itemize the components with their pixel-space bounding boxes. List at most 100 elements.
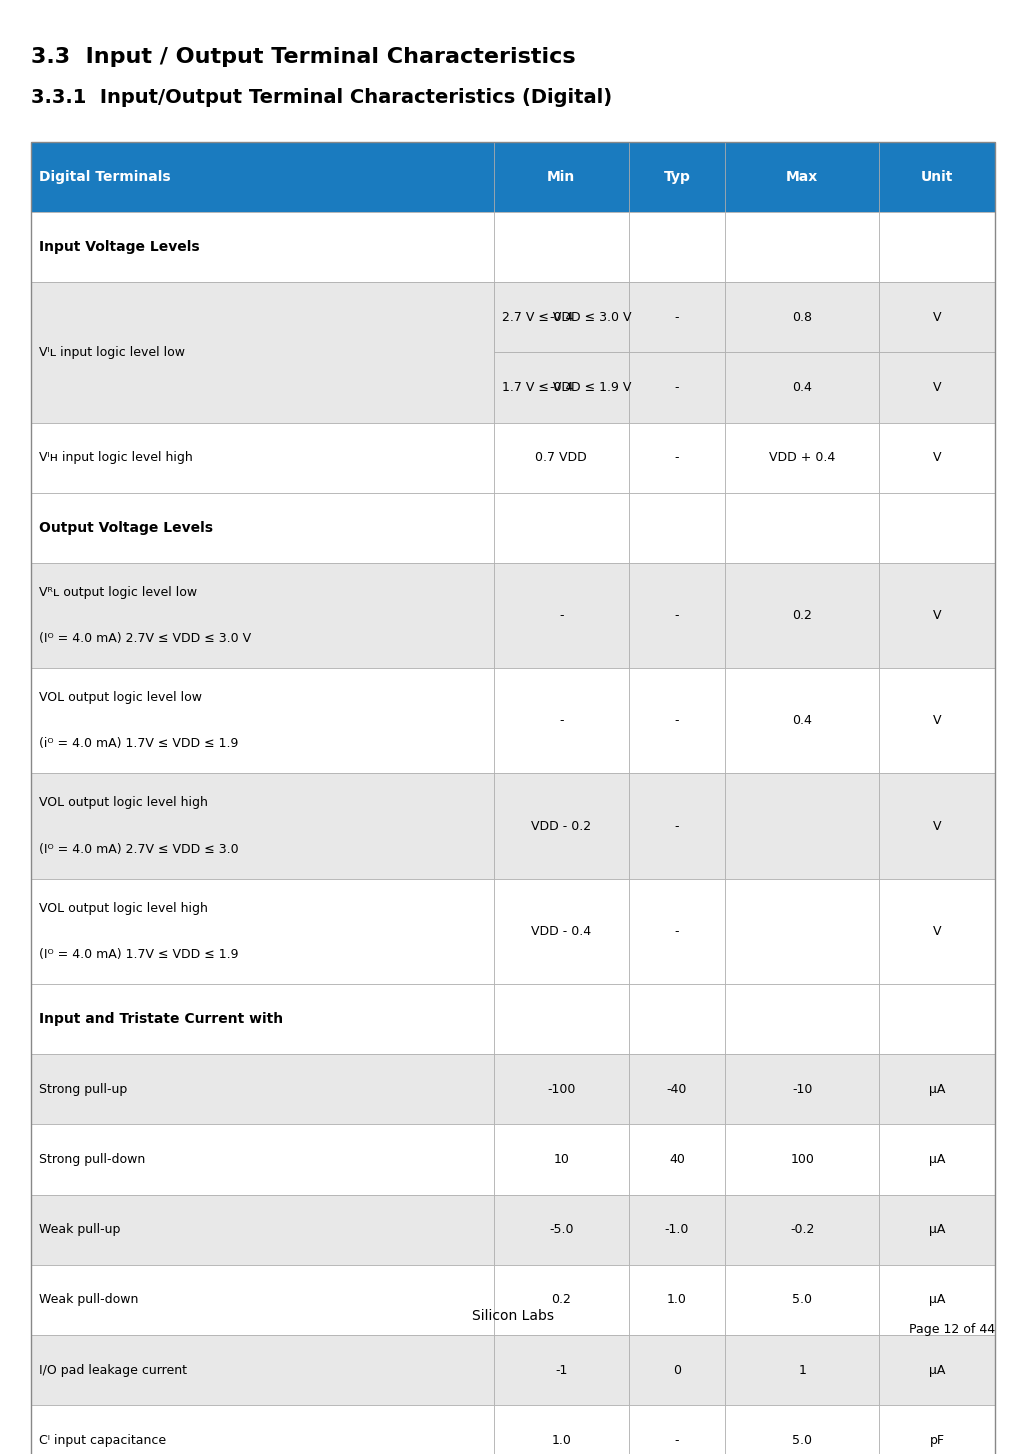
Bar <box>879 1405 995 1454</box>
Text: V: V <box>933 609 942 622</box>
Bar <box>31 493 494 563</box>
Text: VOL output logic level high: VOL output logic level high <box>39 797 208 810</box>
Text: Max: Max <box>786 170 819 183</box>
Bar <box>31 1124 494 1195</box>
Bar <box>629 212 725 282</box>
Text: μA: μA <box>930 1364 946 1377</box>
Bar <box>725 1405 879 1454</box>
Bar <box>879 669 995 774</box>
Bar <box>31 141 494 212</box>
Bar <box>31 1335 494 1405</box>
Bar <box>629 352 725 423</box>
Text: 0.8: 0.8 <box>792 311 813 324</box>
Bar <box>879 141 995 212</box>
Bar <box>31 212 494 282</box>
Bar <box>494 352 629 423</box>
Text: -: - <box>675 820 679 833</box>
Bar <box>494 878 629 984</box>
Bar <box>725 282 879 352</box>
Text: 10: 10 <box>553 1153 569 1166</box>
Text: -0.4: -0.4 <box>549 381 574 394</box>
Text: VOL output logic level high: VOL output logic level high <box>39 901 208 915</box>
Bar <box>31 984 494 1054</box>
Text: I/O pad leakage current: I/O pad leakage current <box>39 1364 187 1377</box>
Bar <box>725 1265 879 1335</box>
Text: (Iᴼ = 4.0 mA) 1.7V ≤ VDD ≤ 1.9: (Iᴼ = 4.0 mA) 1.7V ≤ VDD ≤ 1.9 <box>39 948 238 961</box>
Bar <box>494 1195 629 1265</box>
Text: 0.4: 0.4 <box>792 714 813 727</box>
Text: Min: Min <box>547 170 576 183</box>
Text: Unit: Unit <box>921 170 953 183</box>
Bar <box>629 282 725 352</box>
Bar <box>725 1124 879 1195</box>
Text: Weak pull-down: Weak pull-down <box>39 1294 139 1307</box>
Bar <box>31 1054 494 1124</box>
Text: μA: μA <box>930 1294 946 1307</box>
Bar <box>629 1195 725 1265</box>
Text: -: - <box>675 714 679 727</box>
Bar <box>31 423 494 493</box>
Bar <box>31 282 494 352</box>
Bar <box>879 282 995 352</box>
Text: VDD + 0.4: VDD + 0.4 <box>770 451 835 464</box>
Text: 100: 100 <box>790 1153 815 1166</box>
Bar <box>31 1195 494 1265</box>
Bar <box>629 563 725 669</box>
Bar <box>31 563 494 669</box>
Bar <box>629 878 725 984</box>
Bar <box>725 1195 879 1265</box>
Text: 40: 40 <box>669 1153 685 1166</box>
Bar <box>629 1124 725 1195</box>
Text: -5.0: -5.0 <box>549 1223 574 1236</box>
Bar <box>494 1265 629 1335</box>
Bar <box>879 984 995 1054</box>
Text: -1.0: -1.0 <box>665 1223 689 1236</box>
Text: Output Voltage Levels: Output Voltage Levels <box>39 521 213 535</box>
Text: VDD - 0.2: VDD - 0.2 <box>531 820 591 833</box>
Bar <box>494 1405 629 1454</box>
Text: (Iᴼ = 4.0 mA) 2.7V ≤ VDD ≤ 3.0 V: (Iᴼ = 4.0 mA) 2.7V ≤ VDD ≤ 3.0 V <box>39 632 251 646</box>
Bar <box>494 669 629 774</box>
Bar <box>494 774 629 878</box>
Text: 1.0: 1.0 <box>667 1294 686 1307</box>
Bar <box>31 1265 494 1335</box>
Bar <box>879 352 995 423</box>
Text: (Iᴼ = 4.0 mA) 2.7V ≤ VDD ≤ 3.0: (Iᴼ = 4.0 mA) 2.7V ≤ VDD ≤ 3.0 <box>39 843 239 856</box>
Text: 3.3  Input / Output Terminal Characteristics: 3.3 Input / Output Terminal Characterist… <box>31 47 576 67</box>
Bar <box>494 493 629 563</box>
Bar <box>725 1054 879 1124</box>
Text: 0: 0 <box>673 1364 681 1377</box>
Bar <box>725 669 879 774</box>
Text: Weak pull-up: Weak pull-up <box>39 1223 120 1236</box>
Bar <box>725 1335 879 1405</box>
Text: 1.0: 1.0 <box>551 1434 571 1447</box>
Text: (iᴼ = 4.0 mA) 1.7V ≤ VDD ≤ 1.9: (iᴼ = 4.0 mA) 1.7V ≤ VDD ≤ 1.9 <box>39 737 238 750</box>
Text: 2.7 V ≤ VDD ≤ 3.0 V: 2.7 V ≤ VDD ≤ 3.0 V <box>502 311 631 324</box>
Text: -: - <box>675 381 679 394</box>
Text: V: V <box>933 381 942 394</box>
Text: μA: μA <box>930 1223 946 1236</box>
Bar <box>629 1405 725 1454</box>
Bar <box>31 669 494 774</box>
Bar <box>31 774 494 878</box>
Text: -0.4: -0.4 <box>549 311 574 324</box>
Text: V: V <box>933 820 942 833</box>
Bar <box>725 878 879 984</box>
Bar <box>879 493 995 563</box>
Text: Vᴵʜ input logic level high: Vᴵʜ input logic level high <box>39 451 193 464</box>
Bar <box>879 1124 995 1195</box>
Bar <box>494 1124 629 1195</box>
Bar <box>725 141 879 212</box>
Bar <box>725 563 879 669</box>
Bar <box>629 1335 725 1405</box>
Bar <box>879 1335 995 1405</box>
Text: Strong pull-up: Strong pull-up <box>39 1083 127 1096</box>
Text: -: - <box>675 925 679 938</box>
Text: μA: μA <box>930 1083 946 1096</box>
Text: Strong pull-down: Strong pull-down <box>39 1153 146 1166</box>
Bar <box>879 774 995 878</box>
Bar <box>629 141 725 212</box>
Text: pF: pF <box>930 1434 945 1447</box>
Bar <box>494 282 629 352</box>
Bar <box>629 984 725 1054</box>
